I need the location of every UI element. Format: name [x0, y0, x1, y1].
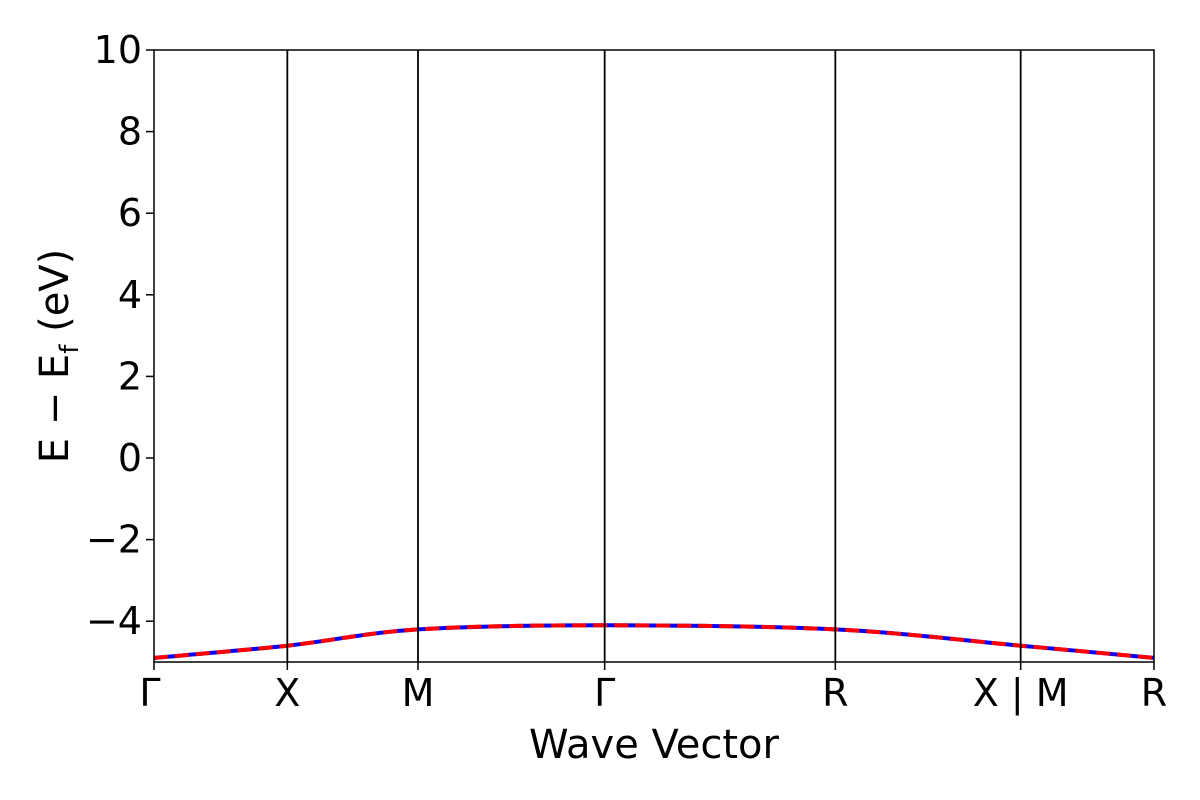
- x-tick-label: R: [822, 671, 848, 715]
- y-axis-title-sub: f: [55, 344, 85, 354]
- x-tick-label: Γ: [594, 671, 615, 715]
- plot-frame: [153, 49, 1155, 663]
- dashed-band-0: [154, 623, 1154, 660]
- y-axis-title-unit: (eV): [32, 249, 78, 345]
- x-tick-label: Γ: [139, 671, 160, 715]
- y-axis-title-main: E − E: [32, 354, 78, 464]
- high-symmetry-lines: [286, 50, 1022, 662]
- x-tick-label: R: [1141, 671, 1167, 715]
- x-axis-ticks: Γ X M Γ R X | M R: [139, 662, 1167, 716]
- bands-layer: [154, 623, 1154, 660]
- y-tick-label: 10: [94, 28, 142, 72]
- x-tick-label: M: [402, 671, 435, 715]
- x-axis-title: Wave Vector: [529, 722, 780, 768]
- y-axis-ticks: 10 8 6 4 2 0 −2 −4: [86, 28, 154, 643]
- x-tick-label: X | M: [973, 671, 1069, 716]
- y-tick-label: 6: [118, 191, 142, 235]
- y-tick-label: 4: [118, 273, 142, 317]
- x-tick-label: X: [274, 671, 300, 715]
- y-axis-title: E − Ef (eV): [32, 249, 85, 464]
- y-tick-label: 0: [118, 436, 142, 480]
- y-tick-label: 2: [118, 354, 142, 398]
- y-tick-label: −2: [86, 518, 142, 562]
- solid-band-0: [154, 623, 1154, 660]
- y-tick-label: −4: [86, 599, 142, 643]
- y-tick-label: 8: [118, 110, 142, 154]
